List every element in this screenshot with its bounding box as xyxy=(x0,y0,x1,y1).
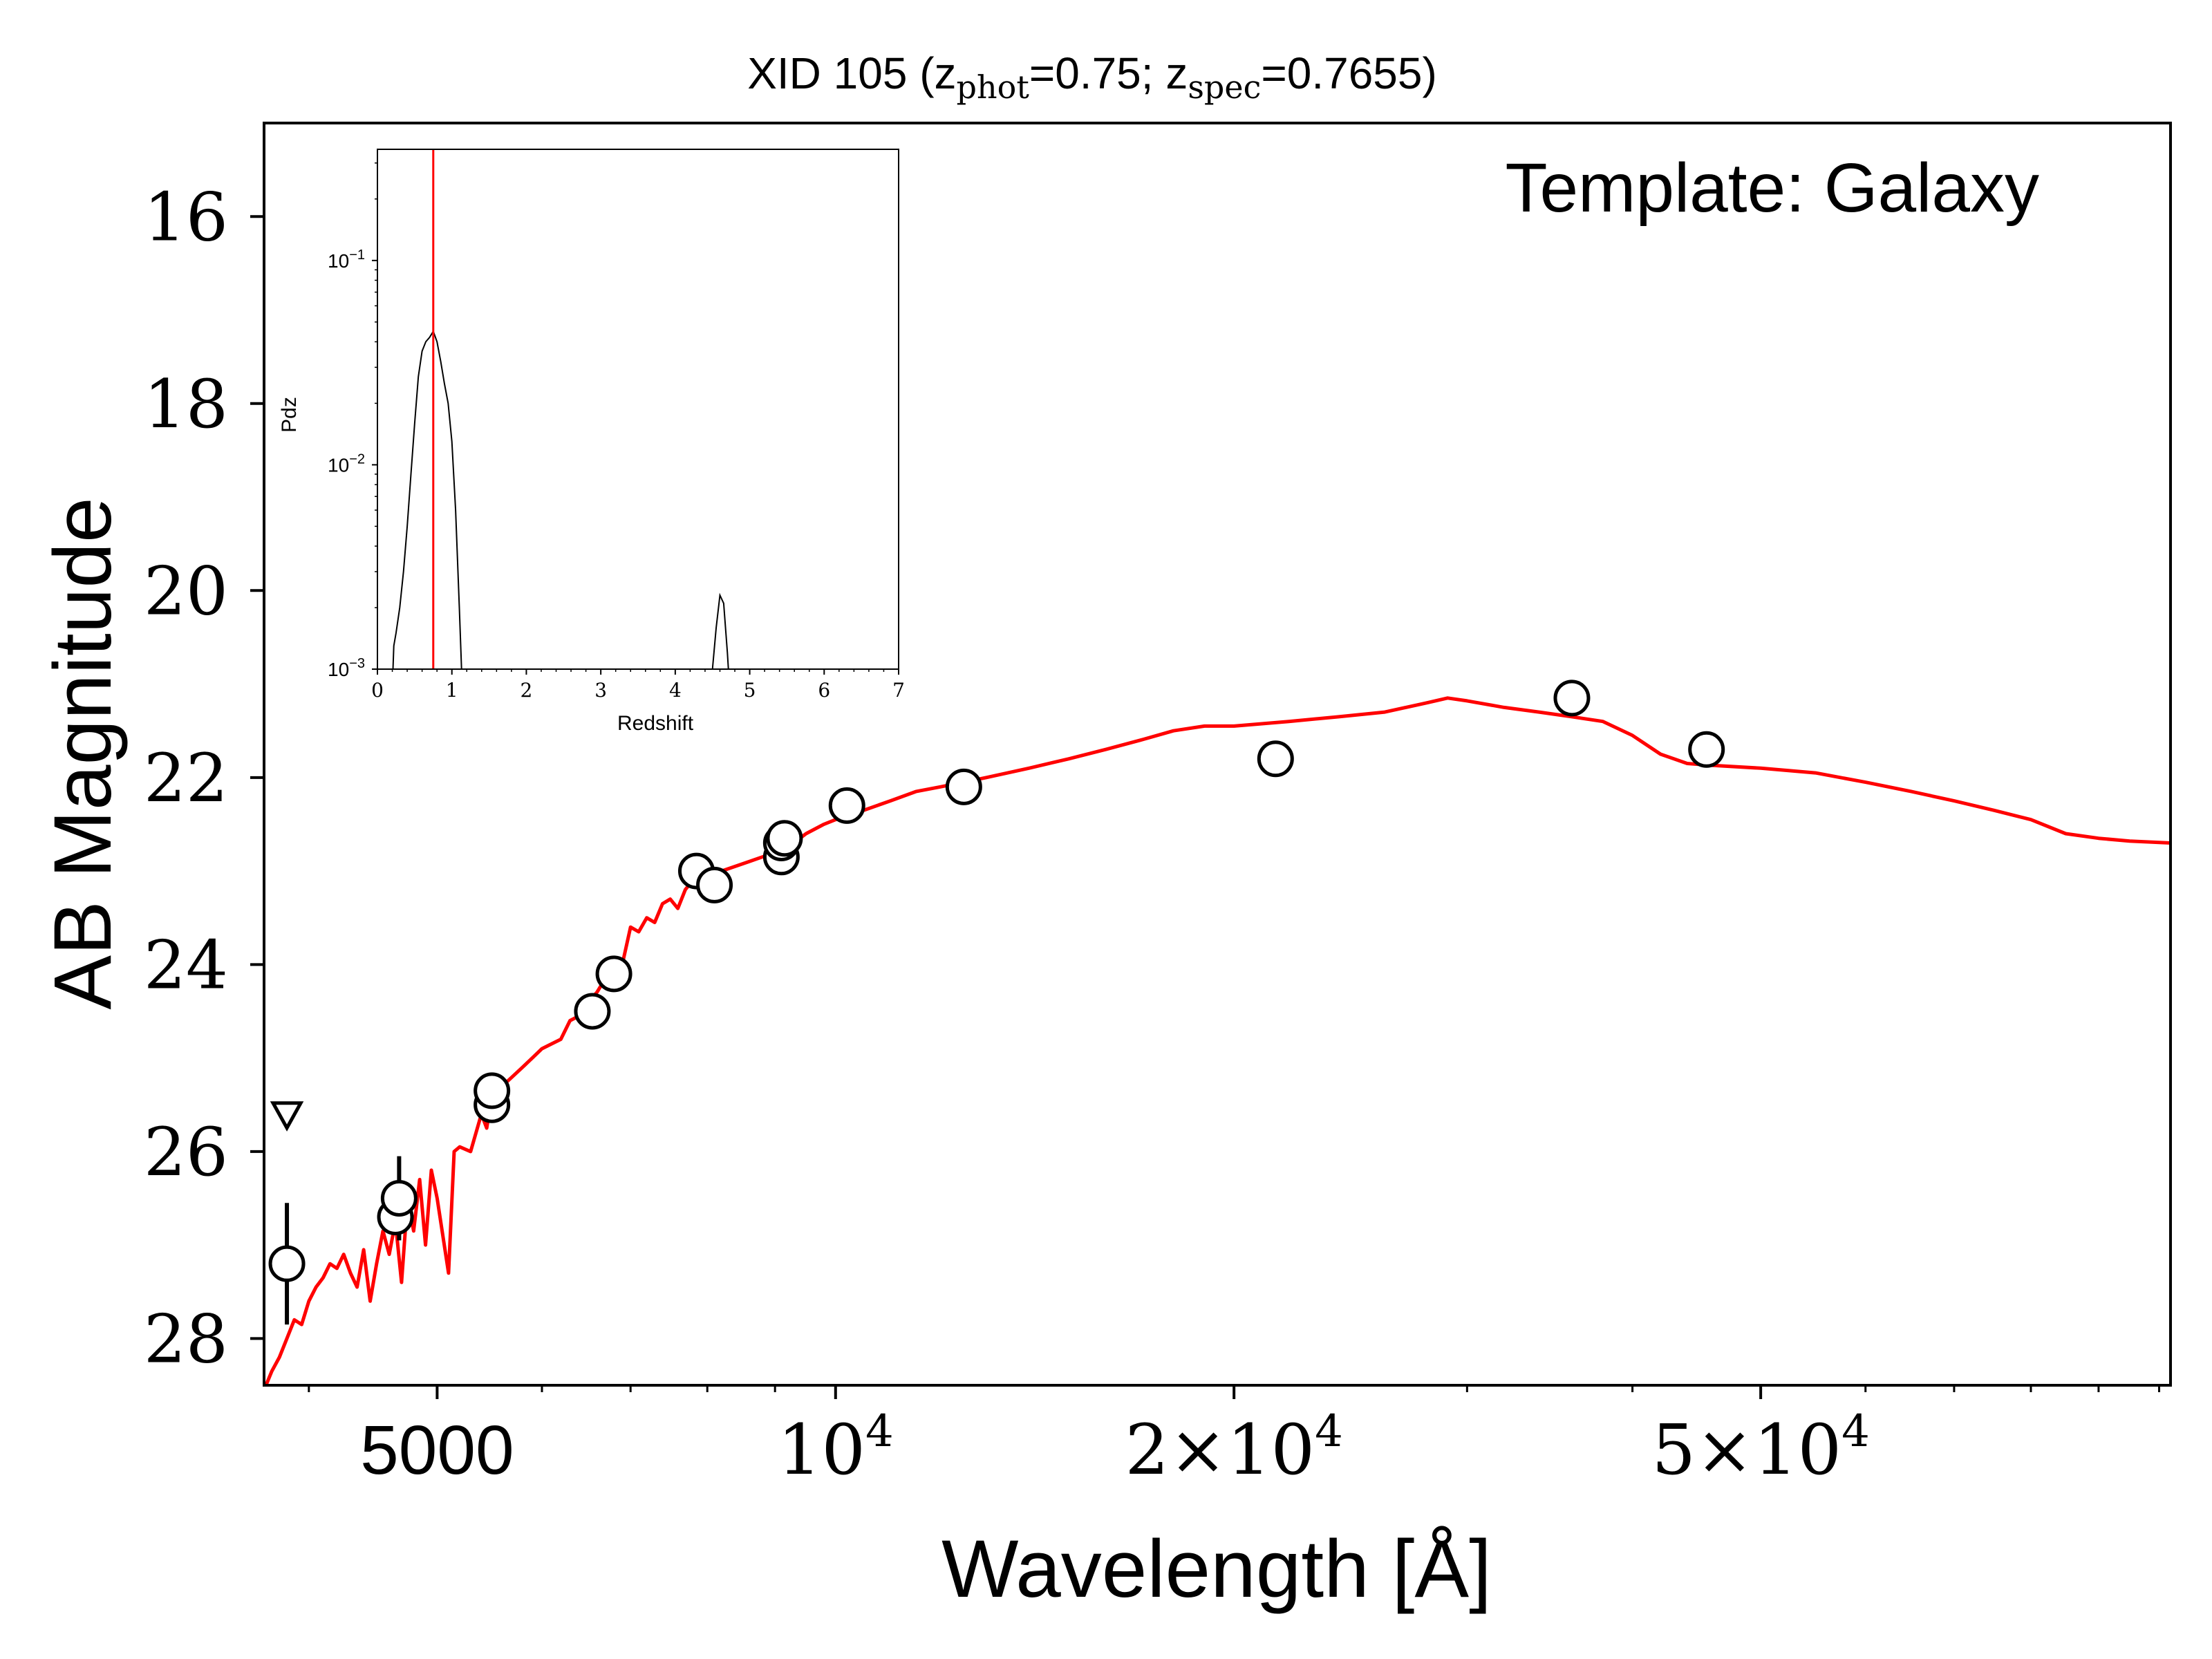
y-tick-label: 20 xyxy=(144,552,228,630)
plot-frame xyxy=(263,122,2172,1387)
photometry-point xyxy=(574,993,611,1030)
inset-y-tick-label: 10−1 xyxy=(328,247,365,272)
inset-x-tick-label: 3 xyxy=(594,679,607,702)
x-tick-label: 5×104 xyxy=(1651,1406,1869,1490)
template-label: Template: Galaxy xyxy=(1505,149,2039,227)
y-tick-label: 24 xyxy=(144,926,228,1004)
inset-x-tick-label: 7 xyxy=(892,679,905,702)
template-sed-line xyxy=(264,696,2171,1385)
inset-x-tick-label: 1 xyxy=(446,679,458,702)
photometry-point xyxy=(766,820,803,857)
photometry-point xyxy=(945,768,982,805)
pdz-curve-layer xyxy=(392,149,729,669)
x-tick-label: 2×104 xyxy=(1125,1406,1342,1490)
inset-x-tick-label: 6 xyxy=(818,679,830,702)
template-sed-layer xyxy=(264,696,2171,1385)
inset-x-label: Redshift xyxy=(617,712,694,735)
inset-background xyxy=(366,138,912,684)
inset-y-ticks: 10−3 10−2 10−1 xyxy=(328,162,377,680)
pdz-secondary-peak xyxy=(711,592,729,669)
x-axis-label: Wavelength [Å] xyxy=(941,1524,1492,1615)
chart-title: XID 105 (zphot=0.75; zspec=0.7655) xyxy=(747,48,1437,106)
photometry-point xyxy=(474,1072,511,1109)
inset-x-ticks: 0 1 2 3 4 5 6 7 xyxy=(371,669,905,702)
y-tick-label: 26 xyxy=(144,1114,228,1191)
photometry-point xyxy=(1688,731,1725,768)
y-tick-label: 28 xyxy=(144,1300,228,1378)
inset-x-tick-label: 0 xyxy=(371,679,384,702)
inset-frame xyxy=(377,149,899,670)
redshift-pdz-inset: 0 1 2 3 4 5 6 7 10−3 10−2 10−1 Redshift Pdz xyxy=(278,138,912,735)
y-axis-label: AB Magnitude xyxy=(37,497,129,1009)
y-tick-label: 22 xyxy=(144,740,228,817)
y-tick-label: 16 xyxy=(144,178,228,256)
y-axis-ticks: 16 18 20 22 24 26 28 xyxy=(144,178,264,1378)
photometry-layer xyxy=(268,679,1725,1325)
inset-x-tick-label: 2 xyxy=(521,679,533,702)
photometry-point xyxy=(696,866,733,903)
photometry-point xyxy=(828,787,865,824)
pdz-main-peak xyxy=(392,329,462,669)
inset-x-tick-label: 5 xyxy=(744,679,756,702)
inset-y-label: Pdz xyxy=(278,397,301,433)
photometry-point xyxy=(1553,679,1591,717)
photometry-point xyxy=(1257,740,1294,778)
x-tick-label: 5000 xyxy=(360,1412,514,1489)
photometry-point xyxy=(595,955,632,993)
upper-limit-marker xyxy=(270,1101,304,1132)
inset-y-tick-label: 10−2 xyxy=(328,451,365,476)
x-axis-ticks: 5000 104 2×104 5×104 xyxy=(308,1385,2161,1490)
photometry-point xyxy=(268,1245,306,1282)
inset-x-tick-label: 4 xyxy=(669,679,682,702)
y-tick-label: 18 xyxy=(144,366,228,443)
photometry-point xyxy=(380,1179,418,1217)
x-tick-label: 104 xyxy=(778,1406,894,1490)
inset-y-tick-label: 10−3 xyxy=(328,656,365,680)
